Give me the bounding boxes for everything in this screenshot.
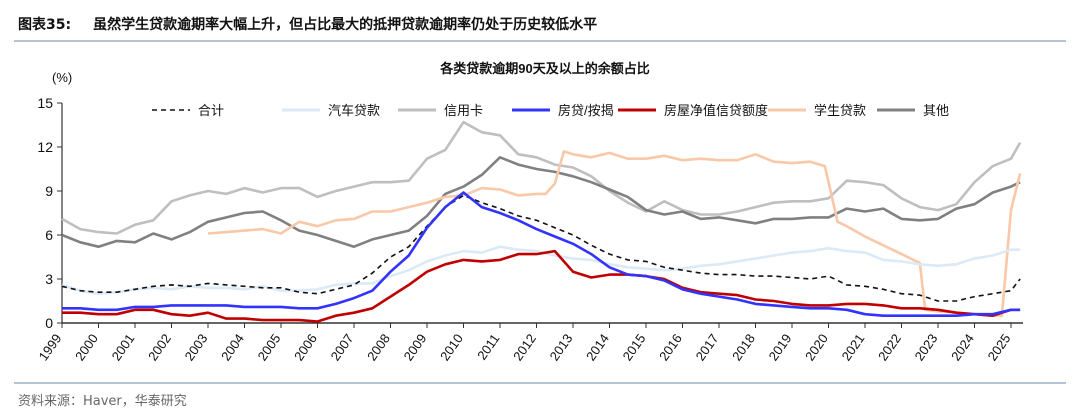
x-tick-label: 2000 (72, 331, 101, 363)
x-tick-label: 2016 (656, 331, 685, 363)
x-tick-label: 2013 (547, 331, 576, 363)
x-tick-label: 2017 (693, 331, 722, 363)
legend-label: 学生贷款 (814, 103, 866, 118)
x-tick-label: 2004 (218, 331, 247, 363)
x-tick-label: 2019 (766, 331, 795, 363)
series-line-4 (62, 249, 1021, 323)
legend-label: 房贷/按揭 (558, 103, 614, 118)
legend-label: 房屋净值信贷额度 (664, 103, 768, 118)
y-tick-label: 0 (45, 315, 53, 331)
legend-label: 信用卡 (444, 103, 483, 118)
y-axis-label: (%) (52, 70, 72, 85)
footer-divider (14, 382, 1066, 384)
source-note: 资料来源：Haver，华泰研究 (18, 394, 187, 409)
x-tick-label: 2007 (328, 331, 357, 363)
title-divider (14, 40, 1066, 42)
x-tick-label: 2022 (875, 331, 904, 363)
series-line-6 (61, 156, 1021, 248)
x-tick-label: 2023 (912, 331, 941, 363)
x-tick-label: 2005 (255, 331, 284, 363)
x-tick-label: 2011 (474, 331, 502, 363)
y-tick-label: 12 (37, 139, 53, 155)
series-line-0 (61, 194, 1021, 302)
x-tick-label: 2012 (510, 331, 539, 363)
series-line-5 (207, 150, 1022, 317)
figure-label: 图表35: (18, 17, 72, 33)
x-tick-label: 2010 (437, 331, 466, 363)
x-tick-label: 2003 (182, 331, 211, 363)
x-tick-label: 2021 (839, 331, 868, 363)
x-tick-label: 2018 (729, 331, 758, 363)
x-tick-label: 2001 (109, 331, 138, 363)
x-tick-label: 2002 (145, 331, 174, 363)
series-line-2 (61, 120, 1022, 235)
x-tick-label: 2014 (583, 331, 612, 363)
y-tick-label: 15 (37, 95, 53, 111)
x-tick-label: 2025 (985, 331, 1014, 363)
x-tick-label: 2009 (401, 331, 430, 363)
x-tick-label: 2024 (948, 331, 977, 363)
x-tick-label: 2006 (291, 331, 320, 363)
series-line-3 (62, 191, 1021, 317)
chart-title: 各类贷款逾期90天及以上的余额占比 (439, 61, 649, 76)
legend-label: 合计 (198, 103, 224, 118)
y-tick-label: 6 (45, 227, 53, 243)
x-tick-label: 2008 (364, 331, 393, 363)
x-tick-label: 2020 (802, 331, 831, 363)
legend-label: 汽车贷款 (328, 103, 380, 118)
legend-label: 其他 (923, 103, 949, 118)
y-tick-label: 9 (45, 183, 53, 199)
x-tick-label: 1999 (36, 331, 65, 363)
figure-title-text: 虽然学生贷款逾期率大幅上升，但占比最大的抵押贷款逾期率仍处于历史较低水平 (93, 17, 598, 33)
figure-title: 图表35: 虽然学生贷款逾期率大幅上升，但占比最大的抵押贷款逾期率仍处于历史较低水… (18, 14, 597, 34)
x-tick-label: 2015 (620, 331, 649, 363)
y-tick-label: 3 (45, 271, 53, 287)
